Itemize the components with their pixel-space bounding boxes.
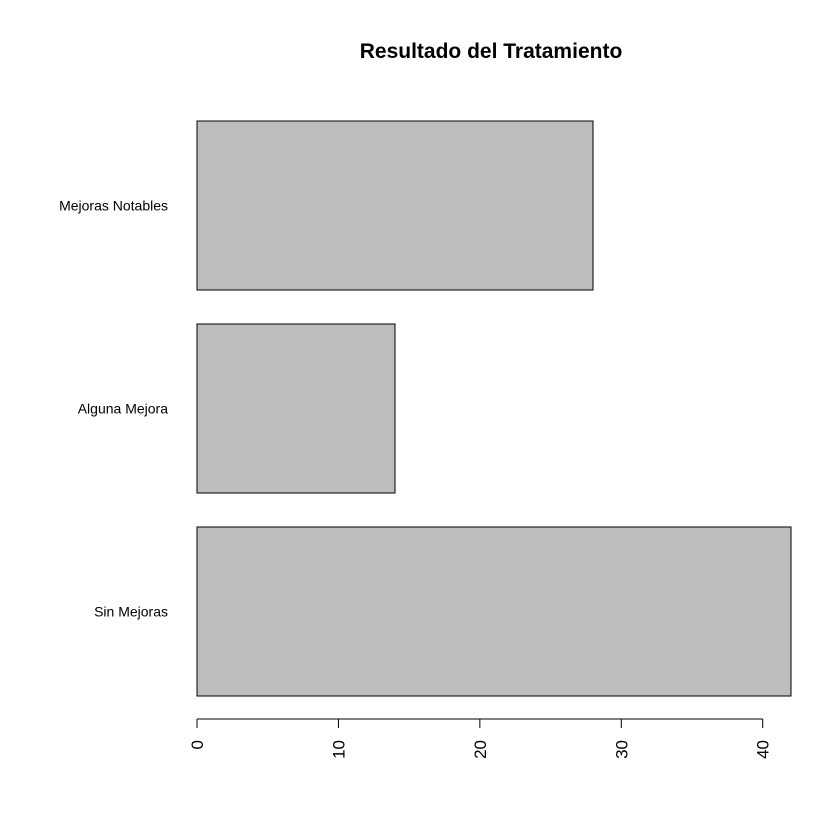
bar-sin-mejoras	[196, 526, 792, 697]
bar-mejoras-notables	[196, 120, 594, 291]
bar-alguna-mejora	[196, 323, 396, 494]
x-tick-label: 30	[612, 740, 631, 759]
x-tick-label: 40	[754, 740, 773, 759]
category-label: Alguna Mejora	[78, 401, 168, 417]
x-axis: 0 10 20 30 40	[188, 718, 773, 759]
x-tick-label: 10	[329, 740, 348, 759]
x-tick-label: 0	[188, 740, 207, 749]
x-tick-label: 20	[471, 740, 490, 759]
bars-group	[196, 120, 792, 697]
category-labels: Sin Mejoras Alguna Mejora Mejoras Notables	[59, 198, 168, 620]
chart-title: Resultado del Tratamiento	[360, 40, 623, 63]
category-label: Mejoras Notables	[59, 198, 168, 214]
category-label: Sin Mejoras	[94, 604, 168, 620]
